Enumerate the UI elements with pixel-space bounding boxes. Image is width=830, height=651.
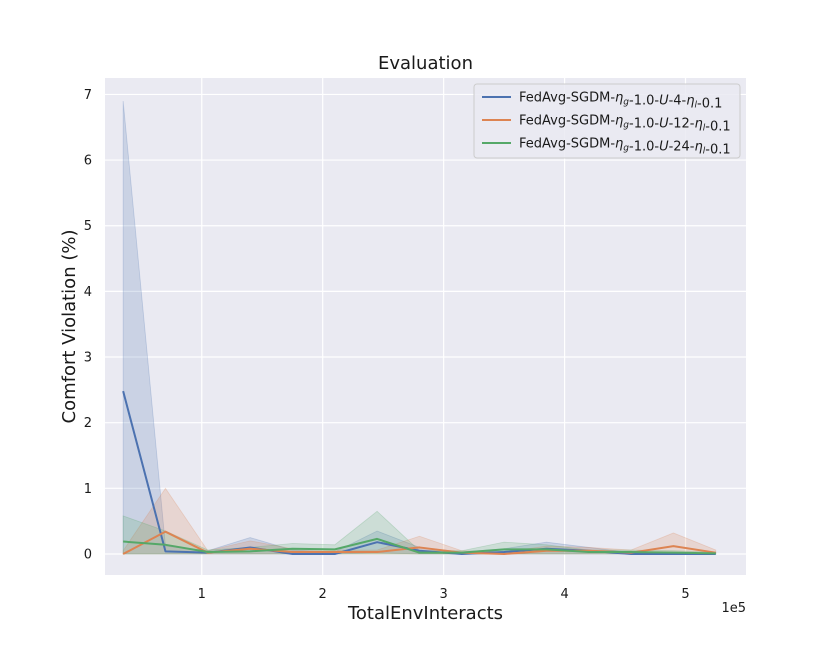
legend-box bbox=[473, 83, 741, 159]
legend-label-part: η bbox=[695, 117, 703, 132]
legend-label-part: l bbox=[703, 124, 706, 134]
legend-label-part: -12- bbox=[669, 117, 695, 132]
legend-label-part: FedAvg-SGDM- bbox=[519, 137, 615, 152]
x-axis-title: TotalEnvInteracts bbox=[347, 603, 503, 624]
legend-label-part: -4- bbox=[669, 94, 687, 109]
y-tick-label: 2 bbox=[84, 416, 92, 431]
y-axis-title: Comfort Violation (%) bbox=[59, 230, 80, 424]
legend-label-part: l bbox=[694, 101, 697, 111]
legend-label-part: g bbox=[623, 121, 629, 131]
legend-label-part: η bbox=[615, 114, 623, 129]
legend-label-part: FedAvg-SGDM- bbox=[519, 91, 615, 106]
legend-label-part: FedAvg-SGDM- bbox=[519, 114, 615, 129]
y-tick-label: 1 bbox=[84, 482, 92, 497]
y-tick-label: 0 bbox=[84, 547, 92, 562]
plot-background bbox=[105, 78, 746, 575]
legend-label-part: -1.0- bbox=[629, 117, 659, 132]
x-offset-label: 1e5 bbox=[721, 601, 746, 616]
legend-label-part: -0.1 bbox=[697, 97, 722, 112]
x-tick-label: 2 bbox=[319, 587, 327, 602]
x-tick-label: 1 bbox=[198, 587, 206, 602]
legend-label-2: FedAvg-SGDM-ηg-1.0-U-12-ηl-0.1 bbox=[519, 114, 731, 135]
legend-label-part: g bbox=[623, 144, 629, 154]
legend: FedAvg-SGDM-ηg-1.0-U-4-ηl-0.1FedAvg-SGDM… bbox=[473, 83, 741, 159]
tick-label-layer: 0 1 2 3 4 5 6 7 1 2 3 4 5 bbox=[84, 88, 690, 602]
legend-label-part: U bbox=[659, 140, 669, 155]
legend-label-part: η bbox=[695, 140, 703, 155]
legend-label-1: FedAvg-SGDM-ηg-1.0-U-4-ηl-0.1 bbox=[519, 91, 722, 112]
x-tick-label: 5 bbox=[681, 587, 689, 602]
chart-title: Evaluation bbox=[378, 53, 473, 74]
legend-label-part: -1.0- bbox=[629, 140, 659, 155]
legend-label-part: η bbox=[615, 91, 623, 106]
y-tick-label: 6 bbox=[84, 154, 92, 169]
legend-label-part: l bbox=[703, 147, 706, 157]
y-tick-label: 4 bbox=[84, 285, 92, 300]
grid-layer bbox=[105, 78, 746, 575]
legend-label-part: U bbox=[659, 117, 669, 132]
legend-label-part: -24- bbox=[669, 140, 695, 155]
legend-label-3: FedAvg-SGDM-ηg-1.0-U-24-ηl-0.1 bbox=[519, 137, 731, 158]
legend-label-part: η bbox=[686, 94, 694, 109]
legend-label-part: g bbox=[623, 98, 629, 108]
legend-label-part: η bbox=[615, 137, 623, 152]
y-tick-label: 7 bbox=[84, 88, 92, 103]
legend-label-part: -0.1 bbox=[705, 120, 730, 135]
series-3-line bbox=[123, 537, 716, 555]
y-tick-label: 5 bbox=[84, 219, 92, 234]
legend-label-part: -1.0- bbox=[629, 94, 659, 109]
legend-label-part: -0.1 bbox=[705, 143, 730, 158]
line-layer bbox=[122, 390, 716, 555]
x-tick-label: 3 bbox=[440, 587, 448, 602]
legend-label-part: U bbox=[659, 94, 669, 109]
x-tick-label: 4 bbox=[560, 587, 568, 602]
y-tick-label: 3 bbox=[84, 351, 92, 366]
